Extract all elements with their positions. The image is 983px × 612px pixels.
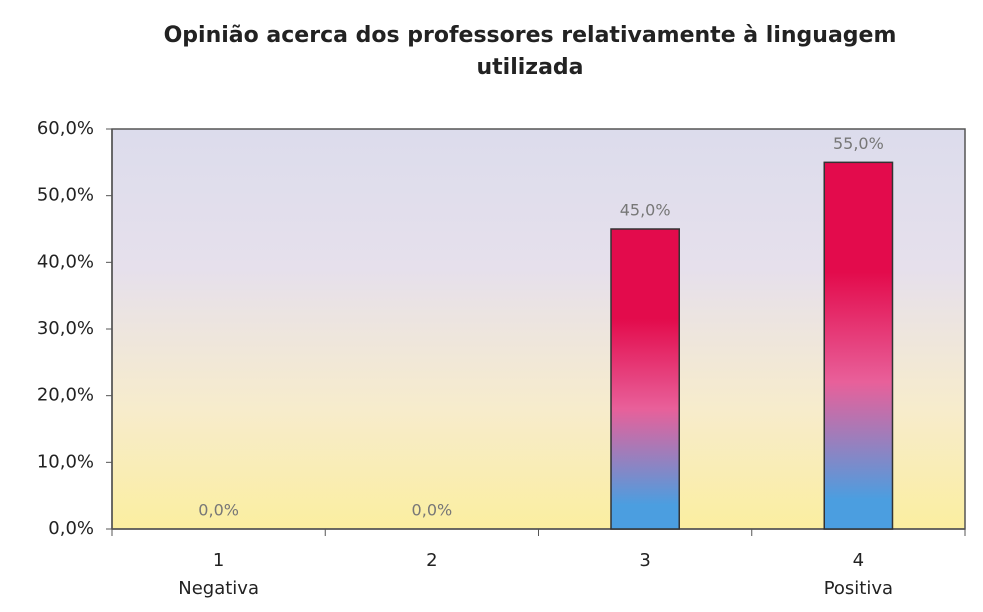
plot-area (111, 128, 966, 530)
chart-title: Opinião acerca dos professores relativam… (163, 23, 897, 80)
value-label: 0,0% (412, 501, 453, 520)
value-label: 0,0% (198, 501, 239, 520)
x-tick-label: 3 (639, 550, 650, 571)
value-label: 55,0% (833, 134, 884, 153)
x-tick-sublabel: Negativa (178, 578, 259, 599)
y-tick-label: 60,0% (37, 118, 94, 139)
x-tick-label: 4 (853, 550, 864, 571)
x-tick-label: 2 (426, 550, 437, 571)
x-tick-label: 1 (213, 550, 224, 571)
y-tick-label: 10,0% (37, 451, 94, 472)
x-tick-sublabel: Positiva (824, 578, 893, 599)
y-tick-label: 40,0% (37, 251, 94, 272)
y-tick-label: 50,0% (37, 185, 94, 206)
value-label: 45,0% (620, 201, 671, 220)
y-tick-label: 0,0% (48, 518, 94, 539)
bar (823, 161, 894, 530)
bar (610, 228, 680, 530)
y-tick-label: 30,0% (37, 318, 94, 339)
y-tick-label: 20,0% (37, 385, 94, 406)
